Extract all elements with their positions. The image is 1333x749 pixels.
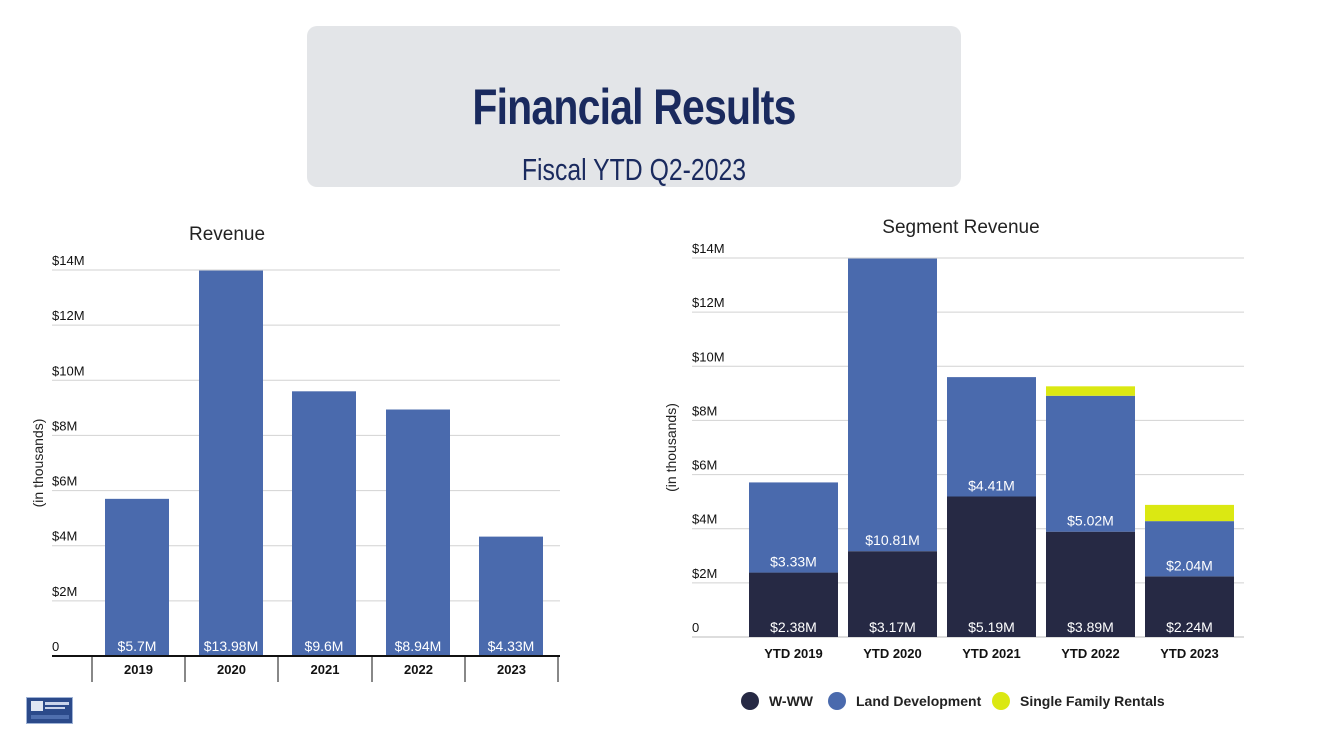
revenue-y-tick-label: $10M [52, 363, 85, 378]
segment-value-label: $4.41M [968, 477, 1015, 493]
revenue-value-label: $9.6M [305, 638, 344, 654]
segment-x-tick-label: YTD 2020 [863, 646, 922, 661]
segment-bar-single-family-rentals-4 [1145, 504, 1234, 522]
segment-x-tick-label: YTD 2019 [764, 646, 823, 661]
revenue-value-label: $8.94M [395, 638, 442, 654]
segment-bar-w-ww-3 [1046, 531, 1135, 637]
revenue-bar-2023 [479, 536, 543, 656]
segment-y-axis-label: (in thousands) [663, 403, 679, 492]
revenue-x-tick-label: 2021 [311, 662, 340, 677]
segment-bar-land-development-0 [749, 482, 838, 573]
revenue-y-tick-label: $2M [52, 584, 77, 599]
segment-y-tick-label: $2M [692, 566, 717, 581]
segment-value-label: $3.17M [869, 619, 916, 635]
legend-swatch-w-ww [741, 692, 759, 710]
revenue-x-tick-label: 2020 [217, 662, 246, 677]
revenue-y-tick-label: $14M [52, 253, 85, 268]
segment-value-label: $10.81M [865, 532, 919, 548]
segment-bar-single-family-rentals-3 [1046, 386, 1135, 396]
revenue-bar-2022 [386, 409, 450, 656]
revenue-y-tick-label: $4M [52, 529, 77, 544]
segment-chart-title: Segment Revenue [882, 217, 1039, 238]
revenue-bar-2021 [292, 391, 356, 656]
segment-x-tick-label: YTD 2022 [1061, 646, 1120, 661]
revenue-value-label: $4.33M [488, 638, 535, 654]
segment-value-label: $3.33M [770, 554, 817, 570]
segment-value-label: $2.38M [770, 619, 817, 635]
title-banner: Financial Results Fiscal YTD Q2-2023 [307, 26, 961, 187]
segment-bar-w-ww-1 [848, 551, 937, 637]
page-title: Financial Results [472, 79, 796, 135]
segment-y-tick-label: $14M [692, 241, 725, 256]
segment-bar-w-ww-2 [947, 496, 1036, 637]
segment-value-label: $2.24M [1166, 619, 1213, 635]
revenue-y-tick-label: $6M [52, 474, 77, 489]
revenue-bar-2019 [105, 498, 169, 656]
segment-y-tick-label: $8M [692, 403, 717, 418]
revenue-x-tick-label: 2022 [404, 662, 433, 677]
revenue-x-tick-label: 2019 [124, 662, 153, 677]
segment-value-label: $5.02M [1067, 513, 1114, 529]
revenue-bar-2020 [199, 270, 263, 656]
legend-label: Land Development [856, 693, 982, 709]
revenue-value-label: $13.98M [204, 638, 258, 654]
segment-bar-land-development-4 [1145, 521, 1234, 577]
revenue-x-tick-label: 2023 [497, 662, 526, 677]
segment-bar-land-development-3 [1046, 395, 1135, 532]
segment-bar-w-ww-4 [1145, 576, 1234, 637]
segment-value-label: $5.19M [968, 619, 1015, 635]
segment-value-label: $3.89M [1067, 619, 1114, 635]
revenue-chart-title: Revenue [189, 224, 265, 245]
company-logo [26, 697, 73, 724]
segment-y-tick-label: $12M [692, 295, 725, 310]
revenue-y-tick-label: $8M [52, 418, 77, 433]
segment-y-tick-label: 0 [692, 620, 699, 635]
segment-y-tick-label: $10M [692, 349, 725, 364]
segment-bar-w-ww-0 [749, 572, 838, 637]
segment-x-tick-label: YTD 2023 [1160, 646, 1219, 661]
legend-label: W-WW [769, 693, 814, 709]
legend-label: Single Family Rentals [1020, 693, 1165, 709]
revenue-y-tick-label: $12M [52, 308, 85, 323]
segment-y-tick-label: $4M [692, 512, 717, 527]
page-subtitle: Fiscal YTD Q2-2023 [521, 152, 747, 187]
segment-bar-land-development-2 [947, 377, 1036, 497]
revenue-y-axis-label: (in thousands) [30, 419, 46, 508]
segment-bar-land-development-1 [848, 258, 937, 552]
legend-swatch-single-family-rentals [992, 692, 1010, 710]
legend-swatch-land-development [828, 692, 846, 710]
revenue-value-label: $5.7M [118, 638, 157, 654]
segment-value-label: $2.04M [1166, 557, 1213, 573]
segment-x-tick-label: YTD 2021 [962, 646, 1021, 661]
segment-y-tick-label: $6M [692, 458, 717, 473]
revenue-y-tick-label: 0 [52, 639, 59, 654]
